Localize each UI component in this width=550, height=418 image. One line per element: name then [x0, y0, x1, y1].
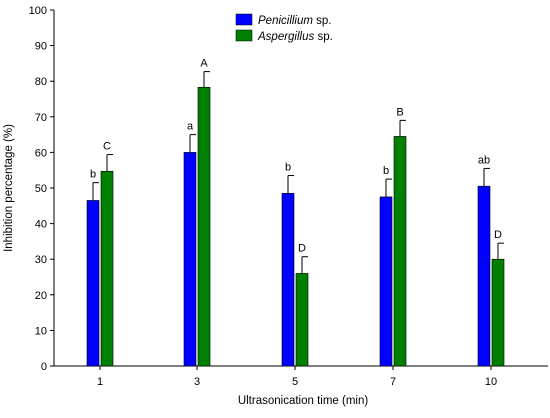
significance-letter: b: [383, 165, 389, 177]
x-tick-label: 10: [485, 376, 497, 388]
x-tick-label: 7: [390, 376, 396, 388]
y-tick-label: 40: [35, 219, 47, 231]
y-tick-label: 100: [29, 5, 47, 17]
significance-letter: D: [494, 229, 502, 241]
bar: [197, 86, 211, 367]
significance-letter: b: [90, 169, 96, 181]
y-tick-label: 0: [41, 361, 47, 373]
y-tick-label: 60: [35, 147, 47, 159]
bar: [86, 200, 100, 367]
legend-swatch: [235, 29, 253, 42]
significance-letter: A: [200, 58, 208, 70]
x-tick-label: 3: [194, 376, 200, 388]
x-tick-label: 1: [97, 376, 103, 388]
legend-label: Aspergillus sp.: [257, 31, 333, 43]
significance-letter: C: [103, 141, 111, 153]
y-tick-label: 30: [35, 254, 47, 266]
y-tick-label: 80: [35, 76, 47, 88]
legend: Penicillium sp. Aspergillus sp.: [235, 13, 333, 43]
bar: [491, 258, 505, 367]
bar: [379, 196, 393, 367]
bar: [477, 185, 491, 367]
significance-letter: a: [187, 121, 194, 133]
x-axis-title: Ultrasonication time (min): [238, 395, 369, 407]
legend-swatch: [235, 13, 253, 26]
significance-letter: b: [285, 162, 291, 174]
legend-label: Penicillium sp.: [258, 15, 332, 27]
y-tick-label: 70: [35, 112, 47, 124]
y-tick-label: 50: [35, 183, 47, 195]
bar: [100, 170, 114, 367]
bar: [183, 152, 197, 367]
significance-letter: D: [298, 243, 306, 255]
y-tick-label: 20: [35, 290, 47, 302]
significance-letter: ab: [478, 154, 490, 166]
significance-letter: B: [396, 106, 403, 118]
y-axis-title: Inhibition percentage (%): [3, 124, 15, 252]
bar: [281, 193, 295, 367]
bar: [295, 273, 309, 367]
y-tick-label: 90: [35, 41, 47, 53]
bar: [393, 136, 407, 367]
x-tick-label: 5: [292, 376, 298, 388]
y-tick-label: 10: [35, 325, 47, 337]
